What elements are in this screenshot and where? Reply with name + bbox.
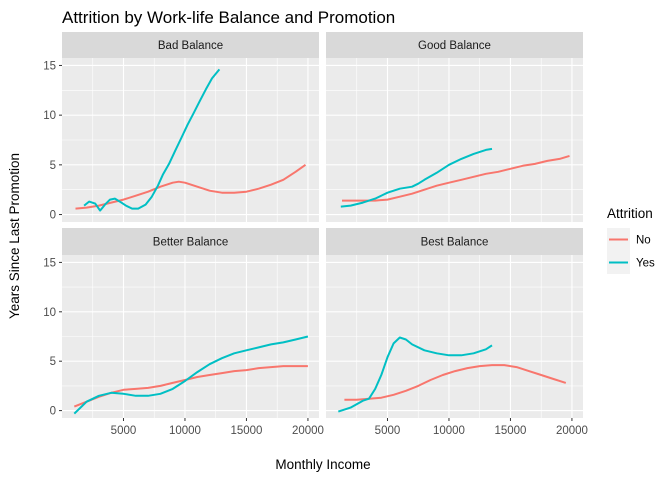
series-yes-good-balance xyxy=(340,147,493,208)
y-tick-label: 10 xyxy=(43,110,56,122)
legend-label-no: No xyxy=(636,235,651,247)
x-tick-label: 15000 xyxy=(230,425,262,437)
x-tick-label: 10000 xyxy=(433,425,465,437)
strip-best-balance xyxy=(326,228,583,255)
x-tick-label: 15000 xyxy=(494,425,526,437)
strip-better-balance xyxy=(62,228,319,255)
x-axis-title: Monthly Income xyxy=(275,457,370,472)
x-tick-label: 5000 xyxy=(111,425,137,437)
legend-label-yes: Yes xyxy=(636,258,655,270)
panel-good-balance: Good Balance xyxy=(326,32,583,222)
legend-item-no: No xyxy=(607,228,651,251)
series-no-bad-balance xyxy=(75,163,307,210)
series-no-best-balance xyxy=(344,364,567,401)
y-tick-label: 0 xyxy=(50,406,56,418)
series-yes-better-balance xyxy=(73,335,309,415)
series-yes-bad-balance xyxy=(83,68,221,212)
x-tick-label: 20000 xyxy=(556,425,588,437)
y-tick-label: 0 xyxy=(50,210,56,222)
y-tick-label: 15 xyxy=(43,60,56,72)
legend: Attrition No Yes xyxy=(607,206,655,274)
strip-bad-balance xyxy=(62,32,319,58)
y-tick-label: 5 xyxy=(50,356,56,368)
y-axis-title: Years Since Last Promotion xyxy=(7,153,22,319)
series-yes-best-balance xyxy=(337,336,493,413)
facet-panels: Bad Balance 0 5 10 15 Good Balance Better Bala… xyxy=(43,32,588,437)
y-tick-label: 10 xyxy=(43,307,56,319)
legend-item-yes: Yes xyxy=(607,251,655,274)
strip-label-better-balance: Better Balance xyxy=(153,237,228,249)
x-tick-label: 20000 xyxy=(292,425,324,437)
panel-better-balance: Better Balance 0 5 10 15 5000 10000 15000 20000 xyxy=(43,228,324,437)
y-tick-label: 5 xyxy=(50,160,56,172)
x-tick-label: 5000 xyxy=(375,425,401,437)
strip-good-balance xyxy=(326,32,583,58)
x-tick-label: 10000 xyxy=(169,425,201,437)
chart-title: Attrition by Work-life Balance and Promo… xyxy=(62,8,395,27)
legend-title: Attrition xyxy=(607,206,653,221)
strip-label-good-balance: Good Balance xyxy=(418,40,491,52)
y-tick-label: 15 xyxy=(43,257,56,269)
strip-label-best-balance: Best Balance xyxy=(421,237,489,249)
panel-best-balance: Best Balance 5000 10000 15000 20000 xyxy=(326,228,588,437)
panel-bad-balance: Bad Balance 0 5 10 15 xyxy=(43,32,319,222)
series-no-good-balance xyxy=(342,154,570,202)
strip-label-bad-balance: Bad Balance xyxy=(158,40,223,52)
